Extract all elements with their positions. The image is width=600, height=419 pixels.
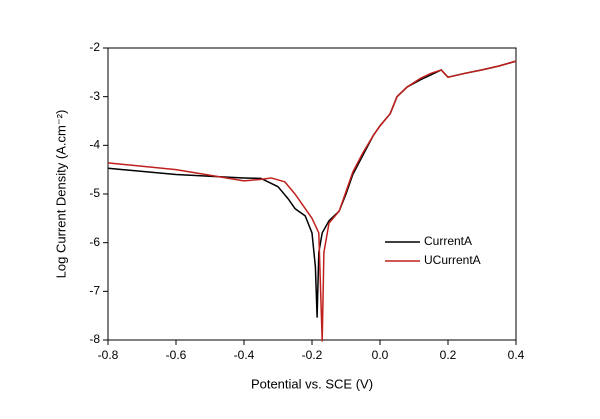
y-tick-label: -3 (89, 89, 100, 103)
y-tick-label: -5 (89, 186, 100, 200)
y-tick-label: -6 (89, 235, 100, 249)
x-tick-label: -0.4 (234, 348, 255, 362)
legend-label: UCurrentA (424, 253, 481, 267)
x-tick-label: -0.6 (166, 348, 187, 362)
x-tick-label: 0.2 (440, 348, 457, 362)
y-tick-label: -7 (89, 284, 100, 298)
x-tick-label: 0.0 (372, 348, 389, 362)
y-axis-title: Log Current Density (A.cm⁻²) (53, 110, 68, 279)
x-tick-label: 0.4 (508, 348, 525, 362)
y-tick-label: -8 (89, 332, 100, 346)
legend-label: CurrentA (424, 234, 472, 248)
series-line (107, 60, 517, 318)
plot-frame (107, 47, 517, 341)
x-axis-title: Potential vs. SCE (V) (251, 376, 373, 391)
x-tick-label: -0.8 (98, 348, 119, 362)
y-tick-label: -4 (89, 138, 100, 152)
x-tick-label: -0.2 (302, 348, 323, 362)
series-line (107, 60, 517, 342)
y-tick-label: -2 (89, 40, 100, 54)
